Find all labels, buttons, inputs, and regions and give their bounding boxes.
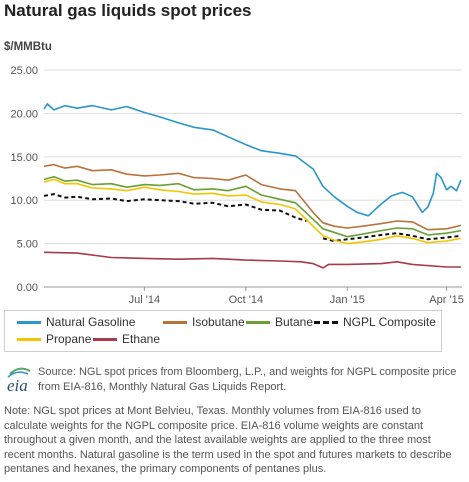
legend-item-ethane: Ethane — [93, 332, 160, 346]
chart-legend: Natural Gasoline Isobutane Butane NGPL C… — [4, 310, 442, 352]
y-axis-unit-label: $/MMBtu — [4, 41, 52, 53]
legend-item-butane: Butane — [246, 315, 313, 329]
series-line-natural-gasoline — [43, 103, 462, 217]
note-text: Note: NGL spot prices at Mont Belvieu, T… — [4, 405, 452, 475]
legend-label: Isobutane — [192, 315, 245, 329]
eia-logo-text: eia — [7, 376, 28, 395]
series-line-propane — [43, 178, 462, 245]
legend-swatch-isobutane — [163, 320, 187, 324]
legend-label: NGPL Composite — [343, 315, 436, 329]
series-line-isobutane — [43, 163, 462, 231]
legend-label: Butane — [275, 315, 314, 329]
y-tick-label: 20.00 — [10, 108, 38, 120]
x-tick-label: Apr '15 — [429, 294, 464, 305]
y-tick-label: 5.00 — [17, 239, 38, 251]
legend-swatch-butane — [246, 320, 270, 324]
y-tick-label: 15.00 — [10, 152, 38, 164]
y-tick-label: 25.00 — [10, 65, 38, 77]
legend-swatch-natural-gasoline — [17, 320, 41, 324]
chart-title: Natural gas liquids spot prices — [4, 1, 252, 20]
legend-item-ngpl-composite: NGPL Composite — [314, 315, 436, 329]
legend-item-natural-gasoline: Natural Gasoline — [17, 315, 135, 329]
x-tick-label: Oct '14 — [229, 294, 264, 305]
x-tick-label: Jan '15 — [330, 294, 365, 305]
series-line-ngpl-composite — [322, 232, 462, 242]
legend-label: Propane — [46, 332, 92, 346]
legend-swatch-propane — [17, 337, 41, 341]
source-text: Source: NGL spot prices from Bloomberg, … — [38, 366, 457, 393]
legend-swatch-ethane — [93, 337, 117, 341]
legend-label: Natural Gasoline — [46, 315, 136, 329]
y-tick-label: 10.00 — [10, 195, 38, 207]
legend-item-propane: Propane — [17, 332, 91, 346]
legend-item-isobutane: Isobutane — [163, 315, 245, 329]
eia-logo-icon: eia — [7, 367, 31, 395]
series-line-ethane — [43, 251, 461, 269]
x-tick-label: Jul '14 — [129, 294, 160, 305]
line-chart: 25.00 20.00 15.00 10.00 5.00 0.00 Jul '14 Oct '… — [10, 65, 464, 305]
legend-label: Ethane — [122, 332, 161, 346]
series-line-butane — [43, 176, 462, 238]
y-tick-label: 0.00 — [17, 282, 38, 294]
series-line-ngpl-composite — [43, 193, 307, 222]
legend-swatch-ngpl-composite — [314, 320, 338, 324]
